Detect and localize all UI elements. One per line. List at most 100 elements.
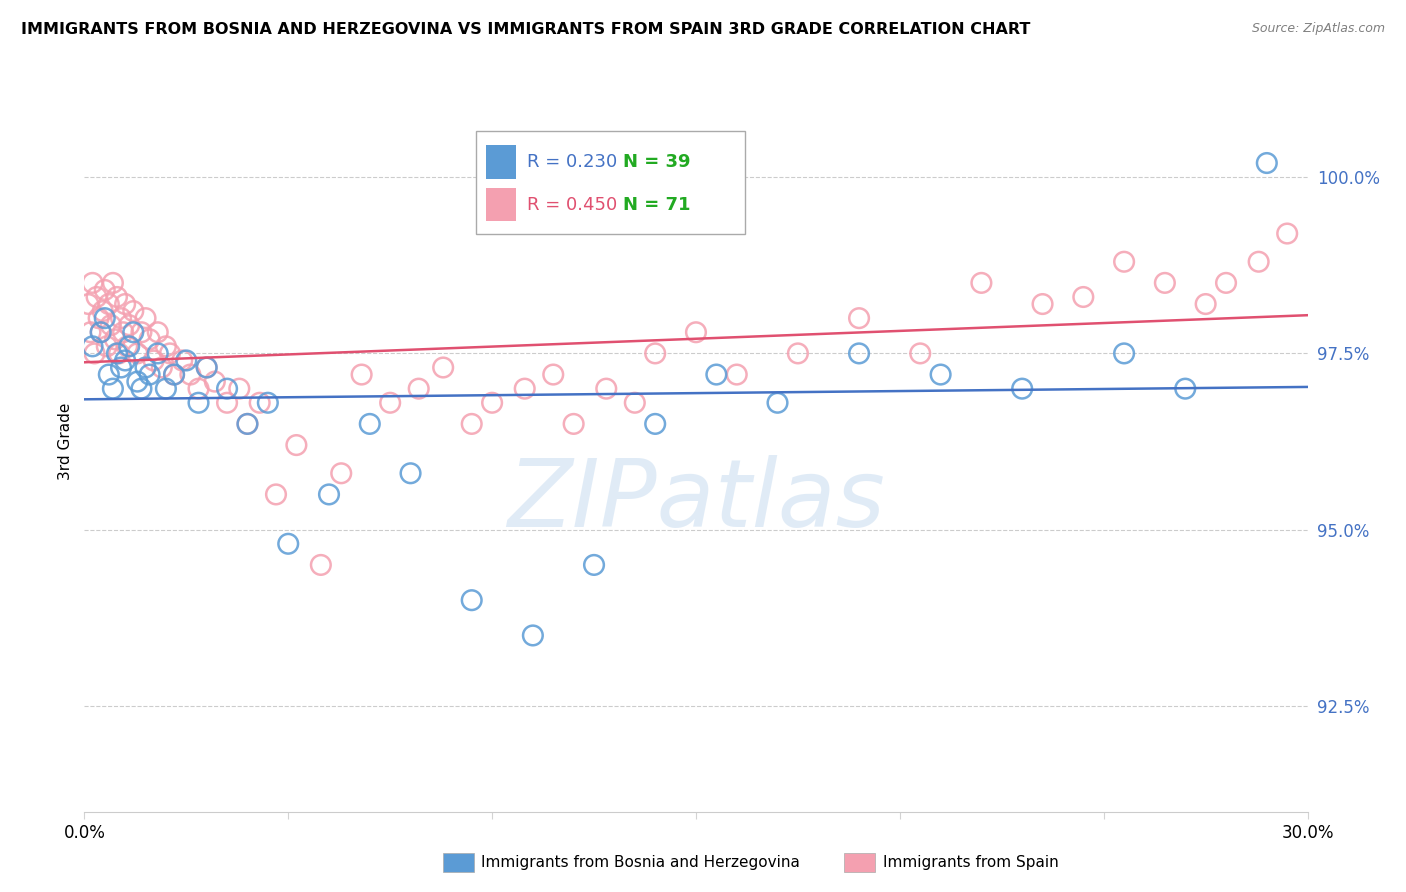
Point bbox=[1154, 276, 1177, 290]
Point bbox=[163, 368, 186, 382]
Point bbox=[114, 353, 136, 368]
Point bbox=[725, 368, 748, 382]
Point bbox=[100, 318, 122, 333]
Point bbox=[787, 346, 810, 360]
Point bbox=[929, 368, 952, 382]
Point bbox=[513, 382, 536, 396]
Point bbox=[1256, 156, 1278, 170]
Point bbox=[97, 297, 120, 311]
Point bbox=[432, 360, 454, 375]
Point bbox=[595, 382, 617, 396]
Point bbox=[359, 417, 381, 431]
Point bbox=[163, 368, 186, 382]
Text: Immigrants from Bosnia and Herzegovina: Immigrants from Bosnia and Herzegovina bbox=[481, 855, 800, 870]
Point bbox=[172, 353, 194, 368]
Point bbox=[159, 346, 181, 360]
Point bbox=[277, 537, 299, 551]
Point bbox=[127, 346, 149, 360]
Point bbox=[138, 332, 160, 346]
Point bbox=[122, 325, 145, 339]
Point bbox=[118, 318, 141, 333]
Point bbox=[174, 353, 197, 368]
Point bbox=[83, 346, 105, 360]
Text: IMMIGRANTS FROM BOSNIA AND HERZEGOVINA VS IMMIGRANTS FROM SPAIN 3RD GRADE CORREL: IMMIGRANTS FROM BOSNIA AND HERZEGOVINA V… bbox=[21, 22, 1031, 37]
Point bbox=[155, 339, 177, 353]
Point bbox=[90, 325, 112, 339]
Point bbox=[108, 346, 131, 360]
Text: R = 0.230: R = 0.230 bbox=[527, 153, 617, 171]
Point bbox=[624, 396, 647, 410]
Point bbox=[135, 360, 157, 375]
Point bbox=[236, 417, 259, 431]
Point bbox=[380, 396, 402, 410]
Point bbox=[350, 368, 373, 382]
Bar bbox=[485, 187, 516, 221]
Point bbox=[644, 346, 666, 360]
Point bbox=[583, 558, 606, 572]
Point bbox=[543, 368, 565, 382]
Point bbox=[82, 276, 104, 290]
Point bbox=[114, 297, 136, 311]
Point bbox=[1195, 297, 1218, 311]
FancyBboxPatch shape bbox=[475, 130, 745, 235]
Point bbox=[97, 368, 120, 382]
Point bbox=[87, 311, 110, 326]
Point bbox=[90, 325, 112, 339]
Point bbox=[970, 276, 993, 290]
Point bbox=[93, 283, 115, 297]
Text: N = 39: N = 39 bbox=[623, 153, 690, 171]
Point bbox=[146, 346, 169, 360]
Point bbox=[1215, 276, 1237, 290]
Point bbox=[264, 487, 287, 501]
Point bbox=[93, 311, 115, 326]
Point bbox=[848, 311, 870, 326]
Point bbox=[228, 382, 250, 396]
Point bbox=[179, 368, 201, 382]
Text: Source: ZipAtlas.com: Source: ZipAtlas.com bbox=[1251, 22, 1385, 36]
Point bbox=[1073, 290, 1095, 304]
Point bbox=[195, 360, 218, 375]
Point bbox=[118, 339, 141, 353]
Point bbox=[91, 304, 114, 318]
Point bbox=[138, 368, 160, 382]
Point bbox=[150, 360, 173, 375]
Point bbox=[1114, 346, 1136, 360]
Point bbox=[187, 396, 209, 410]
Point bbox=[1011, 382, 1033, 396]
Point bbox=[101, 276, 124, 290]
Point bbox=[146, 325, 169, 339]
Point bbox=[562, 417, 585, 431]
Point bbox=[187, 382, 209, 396]
Text: N = 71: N = 71 bbox=[623, 195, 690, 213]
Point bbox=[285, 438, 308, 452]
Point bbox=[122, 304, 145, 318]
Point bbox=[204, 375, 226, 389]
Point bbox=[82, 339, 104, 353]
Point bbox=[79, 325, 101, 339]
Point bbox=[155, 382, 177, 396]
Point bbox=[127, 375, 149, 389]
Point bbox=[105, 346, 128, 360]
Point bbox=[408, 382, 430, 396]
Point bbox=[217, 396, 239, 410]
Point bbox=[96, 339, 118, 353]
Point bbox=[131, 325, 153, 339]
Point bbox=[1114, 254, 1136, 268]
Point bbox=[135, 311, 157, 326]
Point bbox=[115, 339, 138, 353]
Point bbox=[330, 467, 353, 481]
Point bbox=[1247, 254, 1270, 268]
Point bbox=[257, 396, 280, 410]
Point bbox=[309, 558, 332, 572]
Point bbox=[217, 382, 239, 396]
Point bbox=[910, 346, 932, 360]
Point bbox=[399, 467, 422, 481]
Point bbox=[644, 417, 666, 431]
Point bbox=[1032, 297, 1054, 311]
Point bbox=[481, 396, 503, 410]
Point bbox=[195, 360, 218, 375]
Point bbox=[101, 382, 124, 396]
Text: Immigrants from Spain: Immigrants from Spain bbox=[883, 855, 1059, 870]
Point bbox=[766, 396, 789, 410]
Point bbox=[249, 396, 271, 410]
